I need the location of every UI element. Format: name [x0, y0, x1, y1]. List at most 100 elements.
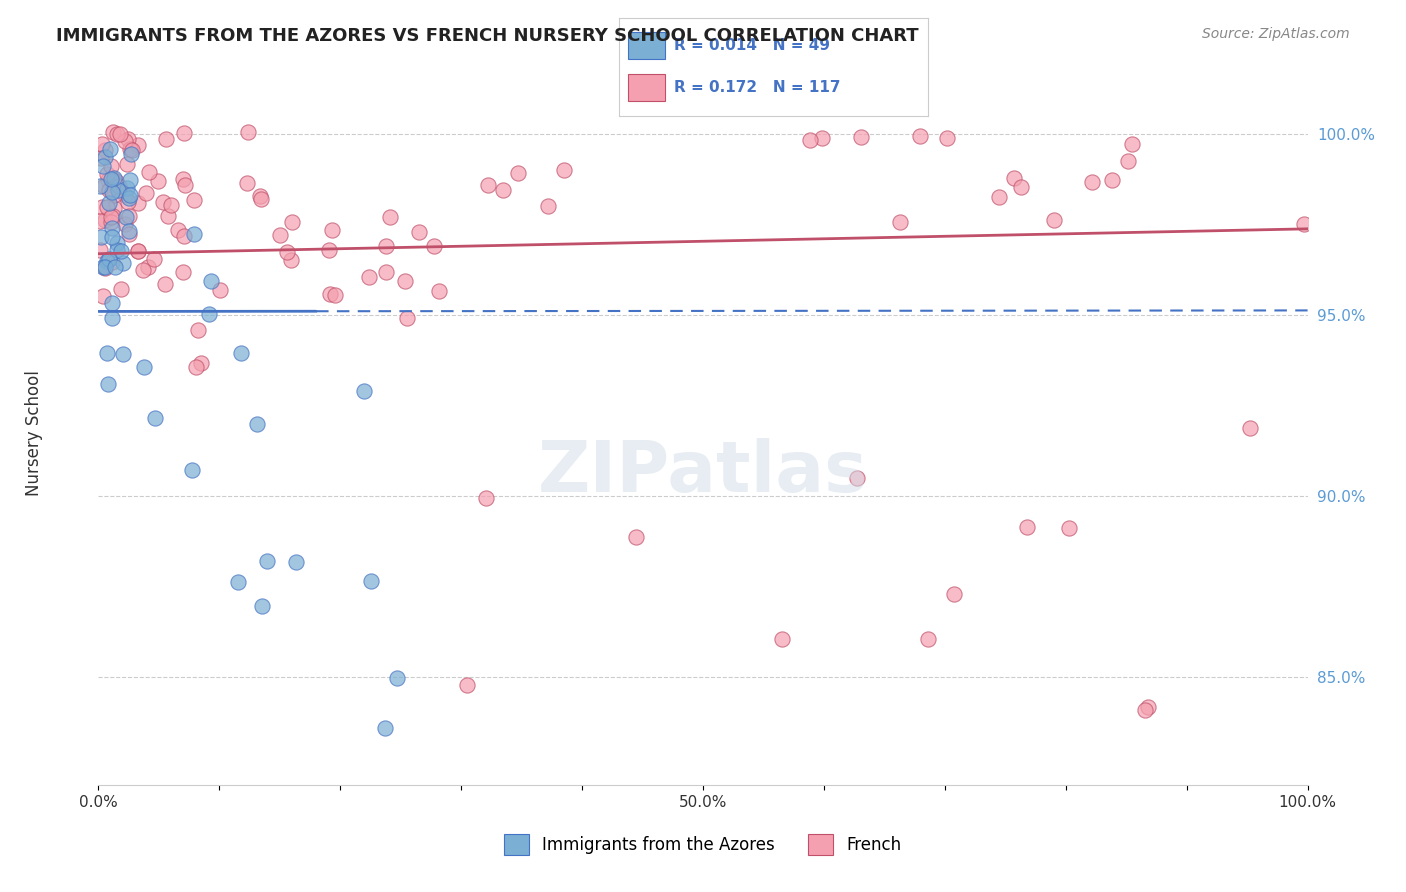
Point — [889, 215, 911, 229]
Text: IMMIGRANTS FROM THE AZORES VS FRENCH NURSERY SCHOOL CORRELATION CHART: IMMIGRANTS FROM THE AZORES VS FRENCH NUR… — [56, 27, 920, 45]
Point — [105, 244, 128, 258]
Point — [374, 722, 396, 736]
Point — [226, 574, 249, 589]
Point — [117, 131, 139, 145]
Point — [100, 210, 122, 224]
Text: R = 0.014   N = 49: R = 0.014 N = 49 — [675, 37, 831, 53]
Point — [142, 252, 165, 266]
Point — [89, 179, 111, 194]
Point — [1121, 137, 1143, 152]
Point — [318, 243, 340, 257]
Point — [143, 410, 166, 425]
Bar — [628, 31, 665, 59]
Point — [96, 346, 118, 360]
Legend: Immigrants from the Azores, French: Immigrants from the Azores, French — [498, 828, 908, 861]
Point — [249, 192, 271, 206]
Point — [1042, 213, 1064, 227]
Point — [477, 178, 499, 193]
Point — [321, 222, 343, 236]
Point — [281, 214, 304, 228]
Point — [97, 196, 120, 211]
Point — [153, 277, 176, 291]
Point — [846, 471, 869, 485]
Point — [1137, 700, 1160, 714]
Point — [94, 143, 117, 157]
Point — [276, 245, 298, 260]
Point — [94, 213, 117, 227]
Point — [100, 159, 122, 173]
Point — [105, 174, 128, 188]
Point — [103, 201, 125, 215]
Point — [111, 256, 134, 270]
Point — [111, 347, 134, 361]
Point — [103, 188, 125, 202]
Point — [187, 322, 209, 336]
Point — [269, 227, 291, 242]
Point — [172, 265, 194, 279]
Point — [101, 125, 124, 139]
Point — [200, 274, 222, 288]
Point — [96, 167, 118, 181]
Point — [98, 252, 121, 266]
Point — [114, 134, 136, 148]
Point — [1294, 218, 1316, 232]
Point — [101, 296, 124, 310]
Point — [117, 195, 139, 210]
Point — [91, 289, 114, 303]
Point — [988, 190, 1011, 204]
Text: R = 0.172   N = 117: R = 0.172 N = 117 — [675, 80, 841, 95]
Point — [1239, 421, 1261, 435]
Point — [91, 200, 114, 214]
Point — [1002, 170, 1025, 185]
Point — [553, 162, 575, 177]
Point — [114, 187, 136, 202]
Point — [1080, 175, 1102, 189]
Point — [100, 142, 122, 156]
Point — [408, 225, 430, 239]
Point — [134, 359, 156, 374]
Point — [105, 235, 128, 250]
Point — [90, 229, 112, 244]
Point — [91, 260, 114, 274]
Point — [492, 183, 515, 197]
Point — [100, 172, 122, 186]
Point — [107, 179, 129, 194]
Point — [1116, 153, 1139, 168]
Point — [799, 133, 821, 147]
Point — [97, 172, 120, 186]
Point — [1057, 521, 1080, 535]
Point — [173, 229, 195, 244]
Point — [456, 678, 478, 692]
Point — [851, 130, 873, 145]
Point — [423, 238, 446, 252]
Point — [118, 188, 141, 202]
Point — [93, 178, 115, 193]
Point — [101, 230, 124, 244]
Point — [117, 209, 139, 223]
Point — [118, 191, 141, 205]
Point — [190, 356, 212, 370]
Point — [91, 159, 114, 173]
Point — [236, 125, 259, 139]
Point — [198, 307, 221, 321]
Point — [184, 360, 207, 375]
Point — [1010, 179, 1032, 194]
Point — [100, 221, 122, 235]
Point — [105, 128, 128, 142]
Point — [90, 151, 112, 165]
Point — [115, 211, 138, 225]
Point — [118, 142, 141, 156]
Point — [236, 176, 259, 190]
Point — [173, 126, 195, 140]
Point — [624, 530, 647, 544]
Point — [181, 463, 204, 477]
Point — [127, 244, 149, 258]
Point — [104, 260, 127, 275]
Point — [110, 244, 132, 259]
Point — [118, 227, 141, 241]
Point — [1015, 519, 1038, 533]
Point — [385, 671, 408, 685]
Point — [249, 189, 271, 203]
Point — [160, 198, 183, 212]
Point — [135, 186, 157, 200]
